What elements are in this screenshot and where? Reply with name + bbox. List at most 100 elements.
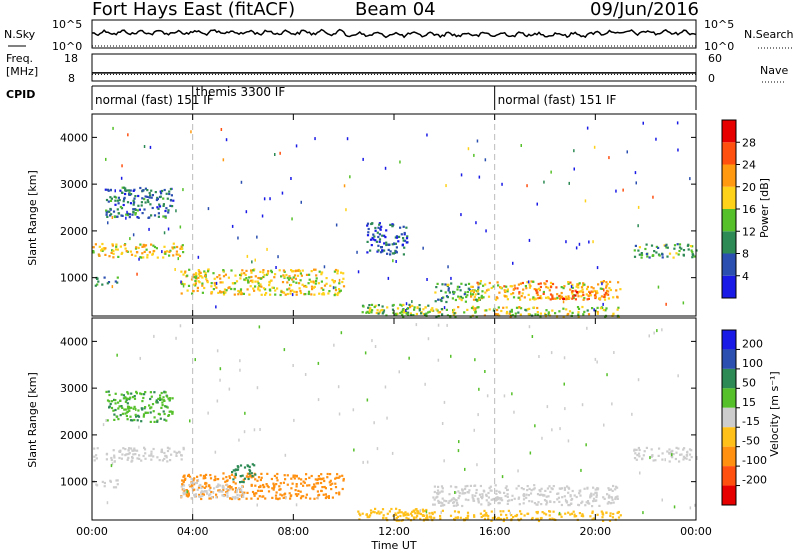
echo-cell — [150, 196, 153, 199]
echo-cell — [361, 512, 364, 515]
echo-cell — [216, 276, 219, 279]
echo-cell — [673, 247, 676, 250]
echo-cell — [435, 315, 438, 318]
echo-cell — [596, 513, 599, 516]
echo-cell — [560, 487, 563, 490]
echo-cell — [236, 488, 239, 491]
echo-cell — [224, 291, 227, 294]
echo-cell — [678, 246, 682, 249]
echo-cell — [395, 507, 398, 510]
echo-cell — [413, 308, 416, 311]
echo-cell — [538, 493, 541, 497]
echo-cell — [472, 289, 475, 292]
echo-cell — [402, 303, 405, 306]
echo-cell — [213, 277, 216, 280]
echo-cell — [345, 208, 347, 212]
echo-cell — [251, 463, 254, 466]
echo-cell — [588, 290, 591, 293]
echo-cell — [243, 491, 246, 494]
echo-cell — [276, 287, 279, 290]
echo-cell — [435, 286, 438, 289]
echo-cell — [101, 242, 104, 246]
echo-cell — [470, 295, 473, 298]
echo-cell — [437, 501, 440, 504]
echo-cell — [380, 246, 383, 249]
echo-cell — [446, 314, 449, 317]
echo-cell — [614, 488, 617, 491]
echo-cell — [310, 280, 313, 283]
echo-cell — [385, 517, 388, 520]
echo-cell — [522, 288, 525, 291]
echo-cell — [440, 289, 443, 292]
echo-cell — [558, 310, 561, 313]
echo-cell — [92, 246, 95, 249]
echo-cell — [446, 323, 448, 327]
echo-cell — [601, 511, 604, 514]
echo-cell — [336, 293, 339, 297]
echo-cell — [600, 510, 603, 513]
echo-cell — [587, 294, 590, 297]
echo-cell — [395, 517, 398, 520]
echo-cell — [642, 454, 645, 457]
echo-cell — [239, 359, 241, 363]
echo-cell — [536, 306, 539, 310]
echo-cell — [228, 485, 231, 488]
power-colorbar-label: Power [dB] — [758, 178, 771, 238]
echo-cell — [246, 464, 249, 467]
echo-cell — [157, 397, 160, 400]
echo-cell — [655, 245, 658, 248]
echo-cell — [190, 477, 192, 481]
echo-cell — [119, 414, 122, 417]
echo-cell — [612, 512, 615, 516]
echo-cell — [527, 280, 530, 284]
echo-cell — [571, 497, 574, 501]
echo-cell — [571, 290, 574, 293]
echo-cell — [175, 336, 177, 340]
echo-cell — [373, 235, 376, 238]
echo-cell — [586, 326, 588, 330]
echo-cell — [180, 245, 183, 248]
echo-cell — [665, 302, 667, 306]
echo-cell — [570, 512, 573, 515]
echo-cell — [601, 282, 603, 286]
echo-cell — [115, 245, 118, 248]
echo-cell — [498, 501, 501, 505]
echo-cell — [575, 495, 578, 499]
echo-cell — [181, 479, 184, 482]
echo-cell — [473, 515, 476, 518]
echo-cell — [235, 490, 238, 493]
echo-cell — [402, 225, 405, 228]
echo-cell — [209, 493, 212, 496]
echo-cell — [327, 292, 330, 295]
echo-cell — [252, 269, 255, 272]
echo-cell — [165, 419, 168, 422]
echo-cell — [334, 286, 337, 289]
echo-cell — [148, 251, 151, 254]
echo-cell — [594, 295, 597, 298]
echo-cell — [472, 298, 476, 301]
echo-cell — [606, 373, 608, 377]
echo-cell — [529, 298, 532, 301]
echo-cell — [468, 288, 471, 291]
echo-cell — [334, 268, 338, 272]
echo-cell — [135, 246, 138, 249]
echo-cell — [402, 237, 405, 240]
echo-cell — [436, 282, 439, 285]
echo-cell — [473, 308, 476, 312]
echo-cell — [687, 248, 690, 251]
echo-cell — [156, 420, 159, 423]
echo-cell — [139, 356, 141, 360]
echo-cell — [175, 253, 178, 256]
echo-cell — [322, 293, 326, 296]
echo-cell — [164, 209, 167, 213]
echo-cell — [573, 149, 575, 153]
echo-cell — [405, 312, 408, 315]
echo-cell — [569, 288, 572, 291]
echo-cell — [668, 452, 671, 455]
echo-cell — [500, 518, 503, 521]
echo-cell — [315, 277, 318, 280]
echo-cell — [289, 292, 292, 295]
echo-cell — [471, 494, 474, 497]
echo-cell — [384, 385, 387, 389]
echo-cell — [260, 489, 263, 492]
